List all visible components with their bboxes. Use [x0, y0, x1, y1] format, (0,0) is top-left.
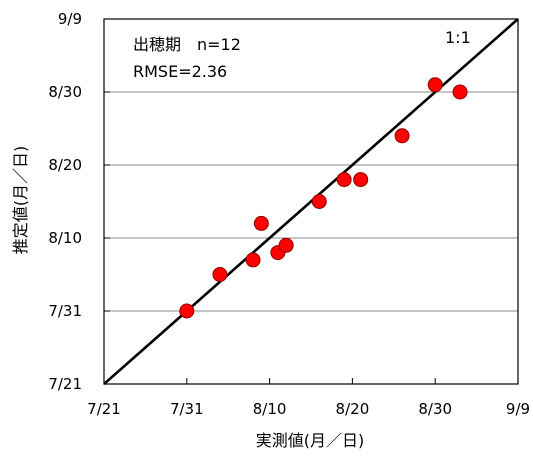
y-tick-label: 7/31	[48, 302, 82, 320]
x-tick-label: 8/30	[418, 400, 452, 418]
x-tick-label: 9/9	[506, 400, 530, 418]
reference-line-1-to-1	[103, 18, 519, 385]
data-point	[253, 215, 269, 231]
x-tick-label: 7/21	[87, 400, 121, 418]
data-point	[452, 84, 468, 100]
data-point	[179, 303, 195, 319]
annotation-sample-size: 出穂期 n=12	[133, 35, 241, 54]
data-point	[336, 172, 352, 188]
data-point	[311, 194, 327, 209]
reference-line-label: 1:1	[445, 28, 471, 47]
gridlines	[104, 91, 518, 312]
y-tick-label: 7/21	[48, 375, 82, 393]
annotation-rmse: RMSE=2.36	[133, 62, 227, 81]
y-tick-label: 8/10	[48, 229, 82, 247]
plot-frame	[103, 18, 519, 385]
x-tick-label: 7/31	[170, 400, 204, 418]
x-tick-label: 8/10	[253, 400, 287, 418]
data-point	[353, 172, 369, 188]
data-points	[179, 77, 468, 319]
y-tick-label: 8/30	[48, 83, 82, 101]
data-point	[212, 267, 228, 282]
x-axis-title: 実測値(月／日)	[256, 431, 365, 450]
axes	[103, 18, 519, 385]
y-axis-title: 推定値(月／日)	[11, 146, 30, 255]
data-point	[278, 237, 294, 253]
one-to-one-line	[103, 18, 519, 385]
data-point	[427, 77, 443, 93]
y-tick-label: 8/20	[48, 156, 82, 174]
data-point	[394, 128, 410, 144]
y-tick-label: 9/9	[58, 10, 82, 28]
tick-labels: 7/21 7/31 8/10 8/20 8/30 9/9 7/21 7/31 8/10 8/20 8…	[48, 10, 530, 418]
data-point	[245, 252, 261, 268]
x-tick-label: 8/20	[336, 400, 370, 418]
